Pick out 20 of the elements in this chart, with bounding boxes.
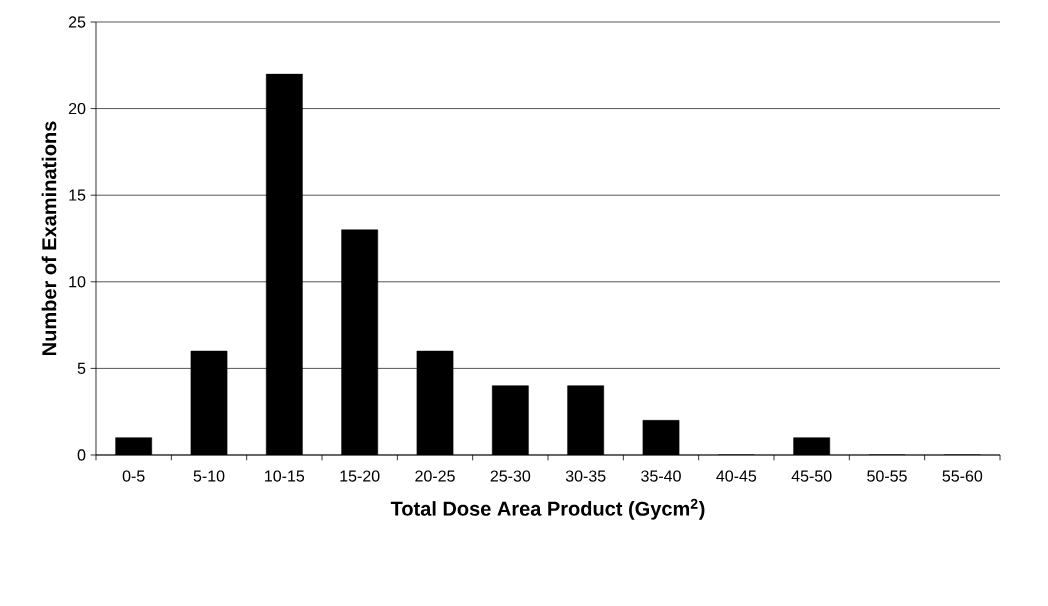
y-axis-title: Number of Examinations [41, 121, 57, 355]
x-tick-label: 25-30 [490, 470, 531, 482]
x-tick-label: 50-55 [867, 470, 907, 482]
x-tick-label: 45-50 [791, 470, 832, 482]
x-tick-label: 15-20 [340, 470, 380, 482]
x-tick-label: 35-40 [641, 470, 681, 482]
y-tick-label: 25 [68, 16, 86, 28]
x-tick-label: 5-10 [193, 470, 225, 482]
y-tick-label: 20 [68, 102, 86, 115]
y-tick-label: 0 [77, 449, 86, 461]
y-tick-label: 10 [69, 276, 86, 288]
x-tick-label: 10-15 [265, 470, 305, 482]
x-tick-label: 30-35 [565, 470, 606, 482]
x-tick-label: 20-25 [415, 470, 455, 482]
y-tick-label: 5 [77, 362, 86, 374]
x-tick-label: 40-45 [716, 470, 757, 482]
x-tick-label: 0-5 [122, 470, 145, 482]
x-axis-title: Total Dose Area Product (Gycm$^{2}$) [390, 498, 705, 520]
y-tick-label: 15 [69, 189, 86, 201]
x-tick-label: 55-60 [942, 470, 983, 482]
